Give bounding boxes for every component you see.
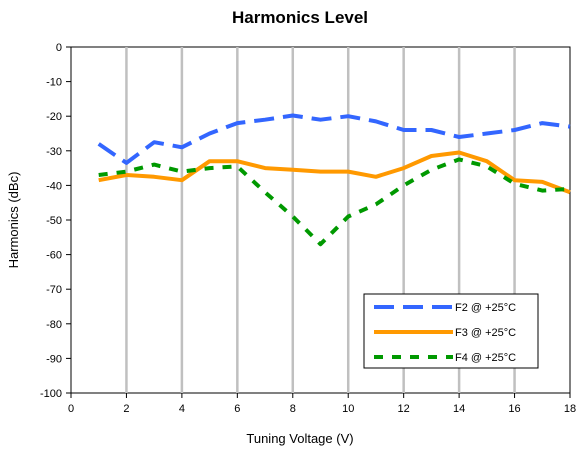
series-lines [97, 113, 571, 247]
x-tick-label: 12 [398, 403, 410, 415]
y-tick-label: -10 [46, 77, 62, 89]
x-tick-label: 18 [564, 403, 576, 415]
y-tick-label: -70 [46, 284, 62, 296]
y-tick-label: -80 [46, 319, 62, 331]
y-tick-label: -60 [46, 250, 62, 262]
x-tick-label: 16 [508, 403, 520, 415]
legend-label-2: F3 @ +25°C [455, 327, 516, 339]
y-tick-label: -30 [46, 146, 62, 158]
y-tick-label: -50 [46, 215, 62, 227]
x-tick-label: 8 [290, 403, 296, 415]
x-tick-label: 0 [68, 403, 74, 415]
y-tick-label: -100 [40, 388, 62, 400]
y-tick-label: -90 [46, 353, 62, 365]
legend: F2 @ +25°C F3 @ +25°C F4 @ +25°C [363, 293, 539, 369]
x-tick-label: 10 [342, 403, 354, 415]
series-line-3 [98, 157, 571, 247]
legend-label-1: F2 @ +25°C [455, 302, 516, 314]
y-tick-label: -20 [46, 111, 62, 123]
legend-label-3: F4 @ +25°C [455, 352, 516, 364]
y-tick-label: -40 [46, 180, 62, 192]
y-axis-label: Harmonics (dBc) [6, 172, 21, 269]
series-line-1 [97, 113, 571, 165]
series-line-2 [98, 150, 571, 195]
x-axis-label: Tuning Voltage (V) [246, 431, 353, 446]
x-tick-label: 2 [123, 403, 129, 415]
chart-title: Harmonics Level [232, 8, 368, 27]
y-tick-label: 0 [56, 42, 62, 54]
x-axis: 0 2 4 6 8 10 12 14 16 18 [68, 393, 576, 415]
x-tick-label: 4 [179, 403, 185, 415]
x-tick-label: 14 [453, 403, 465, 415]
x-tick-label: 6 [234, 403, 240, 415]
y-axis: 0 -10 -20 -30 -40 -50 -60 -70 -80 -90 -100 [40, 42, 71, 400]
